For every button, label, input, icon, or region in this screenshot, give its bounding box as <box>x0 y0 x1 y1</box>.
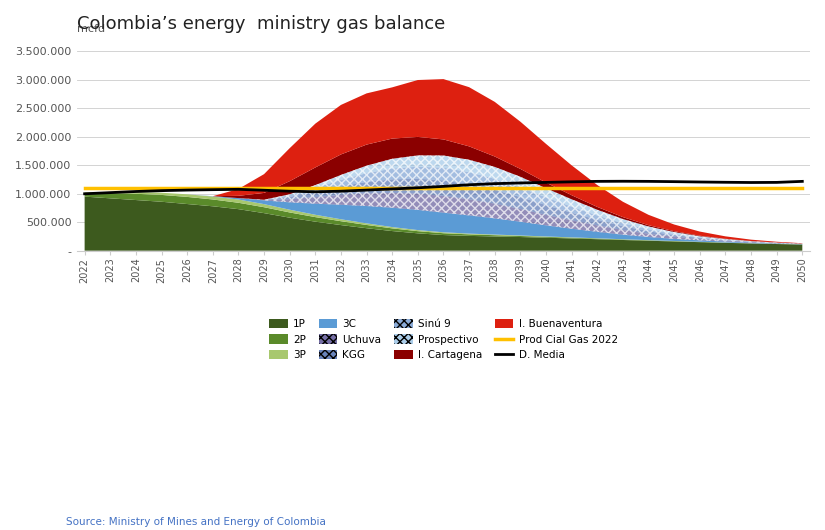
Text: Colombia’s energy  ministry gas balance: Colombia’s energy ministry gas balance <box>77 15 446 33</box>
Text: Source: Ministry of Mines and Energy of Colombia: Source: Ministry of Mines and Energy of … <box>66 517 326 527</box>
Text: mcfd: mcfd <box>77 24 105 34</box>
Legend: 1P, 2P, 3P, 3C, Uchuva, KGG, Sinú 9, Prospectivo, I. Cartagena, I. Buenaventura,: 1P, 2P, 3P, 3C, Uchuva, KGG, Sinú 9, Pro… <box>265 315 622 364</box>
